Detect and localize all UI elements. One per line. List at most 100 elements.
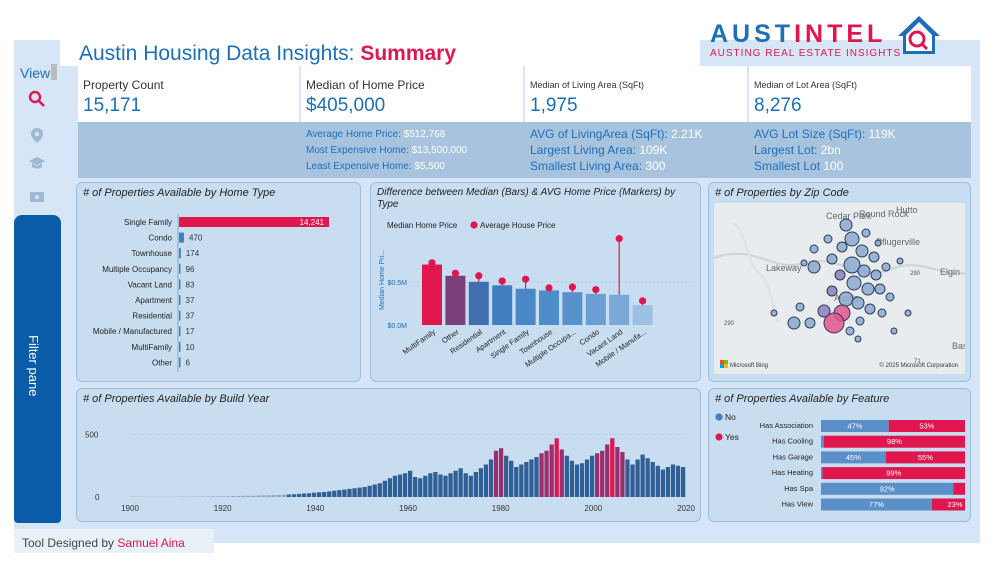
title-bar <box>60 40 700 66</box>
year-bar <box>473 472 478 497</box>
year-bar <box>367 485 372 497</box>
year-bar <box>569 460 574 497</box>
bar <box>179 263 181 274</box>
category-label: Townhouse <box>132 249 173 258</box>
median-bar <box>515 288 536 325</box>
stat-value: $13,500,000 <box>411 145 468 156</box>
zip-bubble <box>839 218 853 232</box>
logo-tagline: AUSTING REAL ESTATE INSIGHTS <box>710 48 902 59</box>
year-bar <box>554 438 559 497</box>
kpi-label: Median of Lot Area (SqFt) <box>754 80 858 90</box>
year-bar <box>504 455 509 497</box>
year-bar <box>317 492 322 497</box>
home-type-bar-chart[interactable]: Single Family 14,241 Condo 470 Townhouse 174 M… <box>77 207 360 382</box>
stat-value: 119K <box>868 127 896 141</box>
year-bar <box>509 460 514 497</box>
year-bar <box>337 490 342 497</box>
stat-value: 100 <box>823 159 844 173</box>
kpi-value: 8,276 <box>754 95 802 116</box>
year-bar <box>362 487 367 497</box>
zip-bubble <box>896 257 904 265</box>
year-bar <box>559 449 564 497</box>
feature-no-bar <box>821 420 889 432</box>
legend-median-label: Median Home Price <box>387 221 458 230</box>
zip-bubble <box>904 309 912 317</box>
panel-title: # of Properties Available by Feature <box>715 393 890 405</box>
feature-yes-label: 98% <box>887 437 902 446</box>
search-icon[interactable] <box>28 90 46 108</box>
legend-yes-label: Yes <box>725 432 739 442</box>
year-bar <box>605 444 610 497</box>
zip-bubble <box>787 316 801 330</box>
map-pin-icon[interactable] <box>28 126 46 144</box>
x-tick-label: 1940 <box>306 504 324 513</box>
feature-label: Has Garage <box>773 452 813 461</box>
panel-home-type[interactable]: # of Properties Available by Home Type S… <box>76 182 361 382</box>
feature-stacked-bar-chart[interactable]: No Yes Has Association 47% 53% Has Cooling 98%… <box>709 411 970 521</box>
category-label: Mobile / Manufactured <box>93 327 172 336</box>
stat-label: Largest Lot: <box>754 143 821 157</box>
stat-label: Largest Living Area: <box>530 143 640 157</box>
year-bar <box>241 495 246 497</box>
zip-bubble <box>817 304 831 318</box>
x-tick-label: 1920 <box>214 504 232 513</box>
view-label[interactable]: View <box>20 65 51 81</box>
feature-yes-bar <box>931 498 965 511</box>
year-bar <box>205 496 211 497</box>
place-label: Pflugerville <box>876 237 920 247</box>
year-bar <box>296 493 302 497</box>
year-bar <box>438 474 443 497</box>
feature-yes-label: 55% <box>918 453 933 462</box>
panel-build-year[interactable]: # of Properties Available by Build Year … <box>76 388 701 522</box>
year-bar <box>397 474 403 497</box>
panel-feature[interactable]: # of Properties Available by Feature No Y… <box>708 388 971 522</box>
category-label: Single Family <box>124 218 172 227</box>
stat-smallest-living-area: Smallest Living Area: 300 <box>530 159 665 173</box>
average-marker <box>498 277 506 285</box>
year-bar <box>665 467 671 497</box>
feature-yes-bar <box>823 435 965 448</box>
zip-bubble <box>854 335 862 343</box>
year-bar <box>408 470 413 497</box>
year-bar <box>382 480 387 497</box>
footer-credit: Tool Designed by Samuel Aina <box>22 536 185 550</box>
school-icon[interactable] <box>28 154 46 172</box>
year-bar <box>488 459 494 497</box>
year-bar <box>615 447 620 497</box>
panel-median-vs-avg[interactable]: Difference between Median (Bars) & AVG H… <box>370 182 701 382</box>
year-bar <box>493 450 499 497</box>
ticket-icon[interactable] <box>28 188 46 206</box>
year-bar <box>670 464 676 497</box>
feature-label: Has Cooling <box>772 437 813 446</box>
year-bar <box>478 468 484 497</box>
zip-bubble <box>809 244 819 254</box>
year-bar <box>534 457 539 497</box>
feature-yes-bar <box>888 420 965 432</box>
legend-average-marker <box>470 221 478 229</box>
data-label: 10 <box>186 343 195 352</box>
filter-pane-toggle[interactable]: Filter pane <box>14 215 61 523</box>
median-avg-combo-chart[interactable]: Median Home Price Average House Price $0.0… <box>371 213 700 381</box>
zip-bubble <box>864 303 876 315</box>
build-year-bar-chart[interactable]: 0 500 1900 1920 1940 1960 1980 2000 2020 <box>77 409 700 521</box>
kpi-median-home-price: Median of Home Price $405,000 <box>301 66 523 122</box>
zip-bubble <box>881 262 891 272</box>
zip-bubble <box>890 327 898 335</box>
bar <box>179 279 181 290</box>
y-tick-label: $0.0M <box>388 323 408 330</box>
stat-value: $512,768 <box>403 129 446 140</box>
year-bar <box>514 467 519 497</box>
panel-zip-code-map[interactable]: # of Properties by Zip Code Cedar Park Ro… <box>708 182 971 382</box>
median-bar <box>609 294 630 325</box>
y-tick-label: 0 <box>95 493 100 502</box>
zip-bubble <box>855 316 865 326</box>
logo: AUSTINTEL AUSTING REAL ESTATE INSIGHTS <box>710 16 940 64</box>
legend-yes-marker <box>715 433 723 441</box>
ms-logo-square <box>724 364 728 368</box>
stat-label: Smallest Lot <box>754 159 824 173</box>
year-bar <box>402 473 408 497</box>
feature-no-bar <box>821 498 932 511</box>
view-scroll-handle[interactable] <box>51 64 57 80</box>
feature-no-label: 92% <box>880 484 895 493</box>
